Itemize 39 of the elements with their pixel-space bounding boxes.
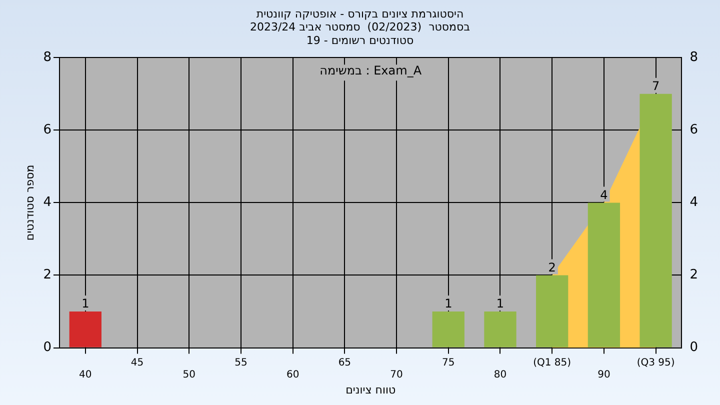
y-tick-label: 6 [43,122,52,138]
bar [484,312,516,348]
chart-subtitle: בסמסטר (02/2023) סמסטר אביב 2023/24 סטודנטים רשומים - 19 [250,20,470,47]
y-axis-title: מספר סטודנטים [23,164,36,241]
data-label: 4 [600,188,608,202]
bar [536,275,568,348]
data-label: 7 [652,79,660,93]
x-tick-label: 50 [182,369,196,380]
y-tick-label: 8 [43,50,52,65]
y2-tick-label: 0 [690,340,698,356]
y2-tick-label: 8 [690,50,698,65]
data-label: 1 [82,296,90,311]
y2-tick-label: 6 [690,122,698,138]
bar [69,312,102,348]
y-tick-label: 2 [43,268,52,283]
x-tick-label: (Q1 85) [533,357,572,368]
x-tick-label: 65 [338,357,352,368]
x-tick-label: 60 [286,369,300,380]
data-label: 1 [496,296,504,311]
y-tick-label: 4 [43,195,52,210]
x-tick-label: 75 [442,357,455,368]
chart-title: היסטוגרמת ציונים בקורס - אופטיקה קוונטית [256,7,464,20]
x-tick-label: (Q3 95) [636,357,675,368]
x-tick-label: 40 [79,369,92,380]
x-tick-label: 80 [494,369,507,380]
y2-tick-label: 2 [690,268,698,283]
data-label: 1 [444,296,452,311]
x-tick-label: 70 [390,369,403,380]
x-axis-title: טווח ציונים [346,383,396,396]
y-tick-label: 0 [43,340,52,356]
x-tick-label: 55 [234,357,248,368]
x-tick-label: 90 [598,369,610,380]
y2-tick-label: 4 [690,195,698,210]
data-label: 2 [548,260,556,274]
bar [588,202,620,348]
bar [640,94,672,348]
bar [432,312,464,348]
annotation: במשימה : Exam_A [320,64,422,78]
x-tick-label: 45 [130,357,144,368]
